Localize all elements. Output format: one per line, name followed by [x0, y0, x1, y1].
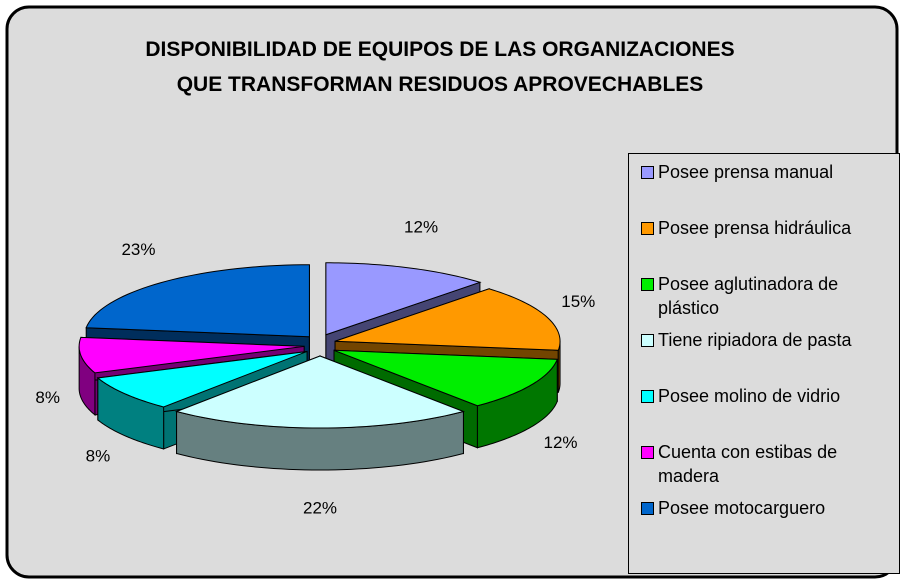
data-label: 23% — [121, 240, 155, 259]
legend-label: Tiene ripiadora de pasta — [658, 330, 852, 350]
legend-entry: Posee molino de vidrio — [641, 384, 895, 440]
legend-swatch — [641, 222, 654, 235]
legend-label: Cuenta con estibas de madera — [658, 442, 838, 486]
slice — [96, 350, 308, 408]
slice — [325, 262, 482, 336]
slice — [333, 349, 558, 407]
legend-entry: Posee motocarguero — [641, 496, 895, 552]
legend-label: Posee molino de vidrio — [658, 386, 841, 406]
legend-entry: Cuenta con estibas de madera — [641, 440, 895, 496]
legend-label: Posee prensa hidráulica — [658, 218, 852, 238]
legend-entry: Posee prensa manual — [641, 160, 895, 216]
data-label: 22% — [303, 498, 337, 517]
legend-swatch — [641, 390, 654, 403]
slice — [174, 355, 466, 429]
data-label: 12% — [404, 217, 438, 236]
legend-swatch — [641, 446, 654, 459]
legend-label: Posee motocarguero — [658, 498, 826, 518]
legend: Posee prensa manual Posee prensa hidráuli… — [628, 153, 900, 574]
data-label: 15% — [561, 292, 595, 311]
data-label: 8% — [86, 446, 111, 465]
legend-swatch — [641, 502, 654, 515]
slice — [334, 288, 561, 351]
slice — [78, 336, 305, 374]
slice — [174, 355, 466, 471]
legend-entry: Tiene ripiadora de pasta — [641, 328, 895, 384]
legend-swatch — [641, 278, 654, 291]
legend-swatch — [641, 334, 654, 347]
slice — [85, 264, 310, 338]
data-label: 8% — [35, 388, 60, 407]
legend-label: Posee aglutinadora de plástico — [658, 274, 839, 318]
data-label: 12% — [544, 433, 578, 452]
legend-entry: Posee prensa hidráulica — [641, 216, 895, 272]
legend-entry: Posee aglutinadora de plástico — [641, 272, 895, 328]
legend-label: Posee prensa manual — [658, 162, 834, 182]
chart-title: DISPONIBILIDAD DE EQUIPOS DE LAS ORGANIZ… — [145, 38, 735, 96]
legend-swatch — [641, 166, 654, 179]
